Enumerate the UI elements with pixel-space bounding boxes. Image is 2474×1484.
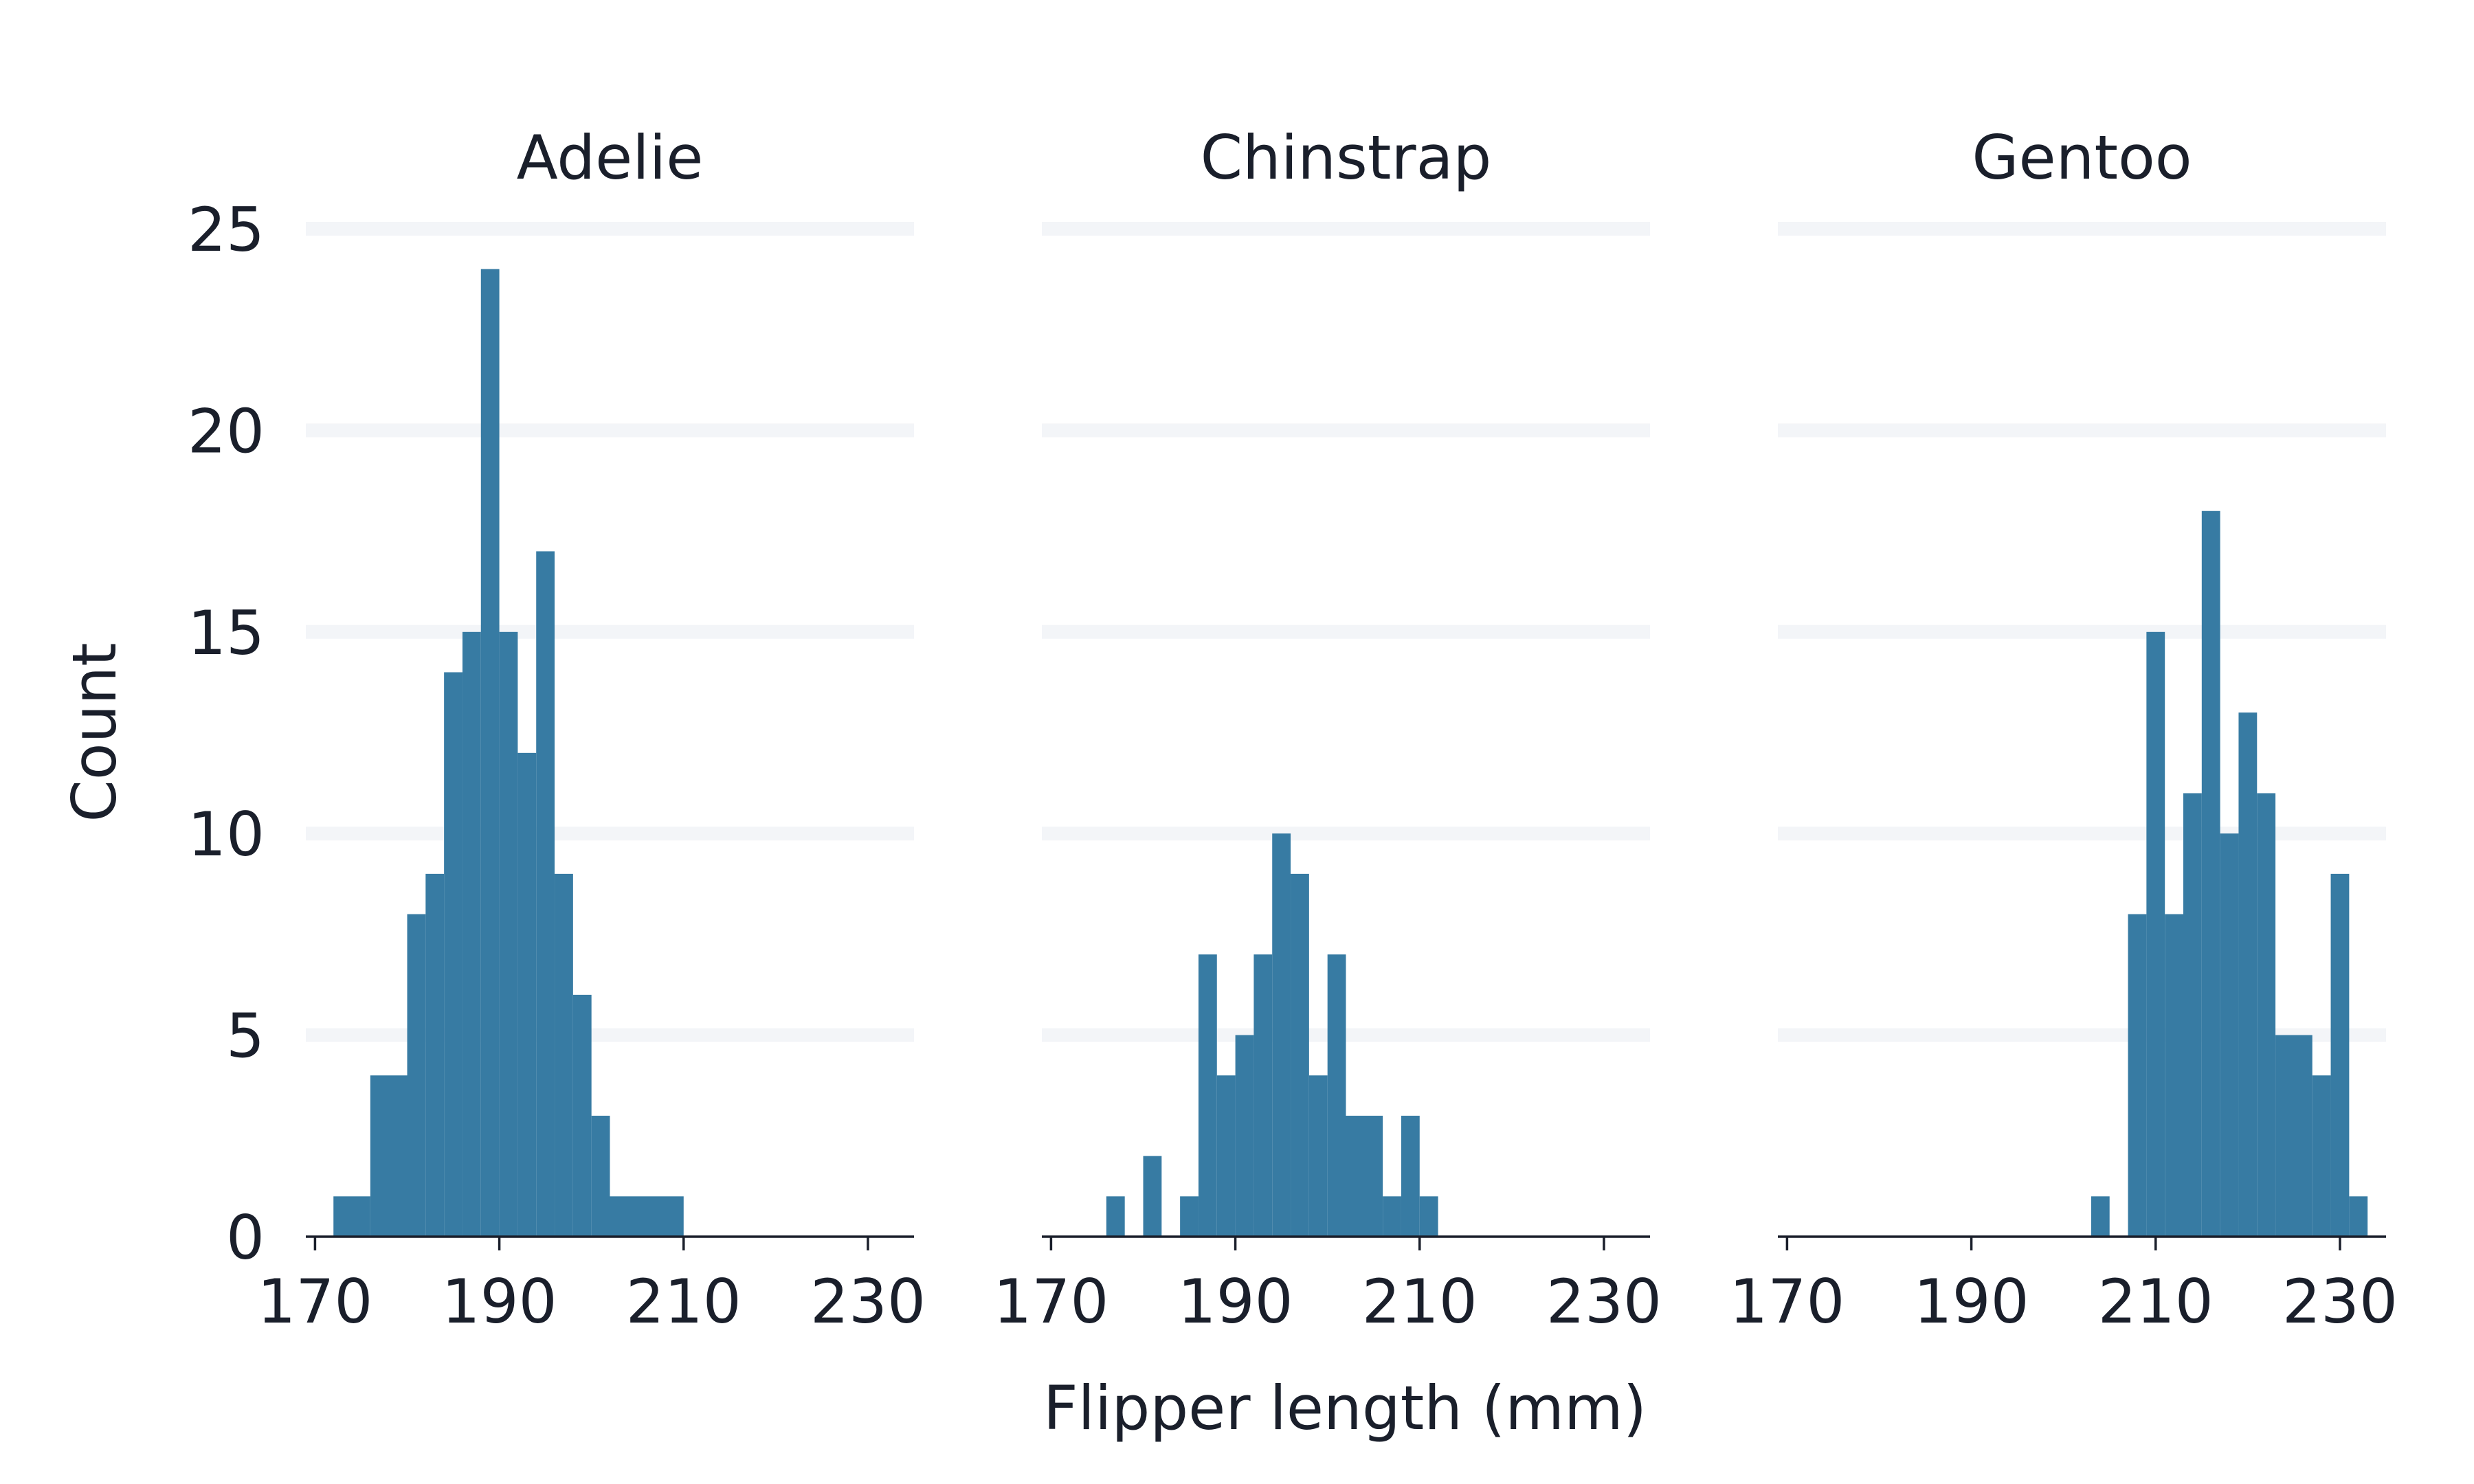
panel-gentoo: 170 190 210 230 Gentoo: [1729, 122, 2398, 1337]
histogram-bar-chinstrap-12: [1383, 1196, 1401, 1237]
x-tick-label-190: 190: [442, 1266, 557, 1337]
y-tick-label-25: 25: [188, 194, 265, 265]
x-tick-label-190: 190: [1914, 1266, 2029, 1337]
histogram-bar-chinstrap-13: [1401, 1115, 1420, 1237]
x-tick-label-230: 230: [810, 1266, 926, 1337]
x-tick-label-230: 230: [2282, 1266, 2398, 1337]
histogram-bar-adelie-8: [517, 752, 537, 1237]
histogram-bar-chinstrap-1: [1143, 1156, 1162, 1237]
histogram-bar-chinstrap-5: [1235, 1035, 1254, 1237]
x-tick-label-210: 210: [626, 1266, 742, 1337]
histogram-bar-chinstrap-9: [1308, 1075, 1328, 1237]
x-tick-label-190: 190: [1178, 1266, 1293, 1337]
histogram-bar-gentoo-1: [2128, 914, 2147, 1237]
histogram-bar-adelie-9: [536, 551, 555, 1237]
x-tick-label-230: 230: [1546, 1266, 1662, 1337]
histogram-bar-chinstrap-6: [1253, 954, 1273, 1237]
y-tick-label-5: 5: [226, 1001, 265, 1072]
x-tick-label-170: 170: [257, 1266, 372, 1337]
histogram-bar-adelie-11: [572, 994, 592, 1237]
x-tick-label-210: 210: [1362, 1266, 1478, 1337]
y-tick-label-10: 10: [188, 799, 265, 870]
histogram-bar-gentoo-2: [2146, 631, 2165, 1237]
histogram-bar-gentoo-5: [2201, 510, 2220, 1237]
panel-title-gentoo: Gentoo: [1972, 122, 2192, 193]
y-tick-label-20: 20: [188, 396, 265, 466]
histogram-bar-gentoo-10: [2312, 1075, 2331, 1237]
histogram-bar-gentoo-3: [2165, 914, 2183, 1237]
histogram-bar-adelie-4: [444, 672, 463, 1237]
histogram-bar-adelie-2: [407, 914, 426, 1237]
histogram-bar-chinstrap-14: [1419, 1196, 1438, 1237]
panel-adelie: 170 190 210 230 Adelie 0 5 10 15 20 25: [188, 122, 926, 1337]
histogram-bar-adelie-3: [425, 873, 445, 1237]
histogram-bar-chinstrap-4: [1216, 1075, 1236, 1237]
histogram-bar-adelie-13: [610, 1196, 684, 1237]
histogram-bar-chinstrap-11: [1346, 1115, 1383, 1237]
histogram-bar-gentoo-4: [2183, 793, 2202, 1237]
panel-chinstrap: 170 190 210 230 Chinstrap: [993, 122, 1662, 1337]
x-axis-label: Flipper length (mm): [1043, 1373, 1647, 1443]
histogram-bar-adelie-6: [480, 269, 500, 1237]
histogram-bar-chinstrap-2: [1180, 1196, 1199, 1237]
histogram-bar-chinstrap-10: [1327, 954, 1346, 1237]
histogram-bar-chinstrap-8: [1291, 873, 1309, 1237]
histogram-bar-adelie-1: [370, 1075, 408, 1237]
histogram-bar-adelie-0: [333, 1196, 370, 1237]
x-tick-label-170: 170: [993, 1266, 1108, 1337]
y-tick-label-0: 0: [226, 1202, 265, 1273]
histogram-bar-gentoo-12: [2349, 1196, 2368, 1237]
histogram-bar-gentoo-0: [2091, 1196, 2110, 1237]
histogram-bar-adelie-5: [462, 631, 481, 1237]
histogram-bar-gentoo-8: [2257, 793, 2276, 1237]
histogram-bar-gentoo-6: [2220, 833, 2239, 1237]
histogram-bar-gentoo-11: [2330, 873, 2350, 1237]
histogram-bar-chinstrap-7: [1272, 833, 1291, 1237]
x-tick-label-210: 210: [2098, 1266, 2214, 1337]
histogram-bar-adelie-12: [591, 1115, 610, 1237]
histogram-bar-adelie-10: [555, 873, 573, 1237]
histogram-bar-adelie-7: [499, 631, 518, 1237]
panel-title-chinstrap: Chinstrap: [1201, 122, 1492, 193]
facet-panels: 170 190 210 230 Adelie 0 5 10 15 20 25 170 190 210 230…: [188, 122, 2398, 1337]
histogram-bar-chinstrap-3: [1198, 954, 1217, 1237]
histogram-bar-gentoo-7: [2238, 712, 2258, 1237]
x-tick-label-170: 170: [1729, 1266, 1845, 1337]
histogram-bar-chinstrap-0: [1106, 1196, 1125, 1237]
y-tick-label-15: 15: [188, 598, 265, 668]
y-axis-label: Count: [59, 642, 130, 822]
histogram-bar-gentoo-9: [2275, 1035, 2313, 1237]
panel-title-adelie: Adelie: [517, 122, 704, 193]
